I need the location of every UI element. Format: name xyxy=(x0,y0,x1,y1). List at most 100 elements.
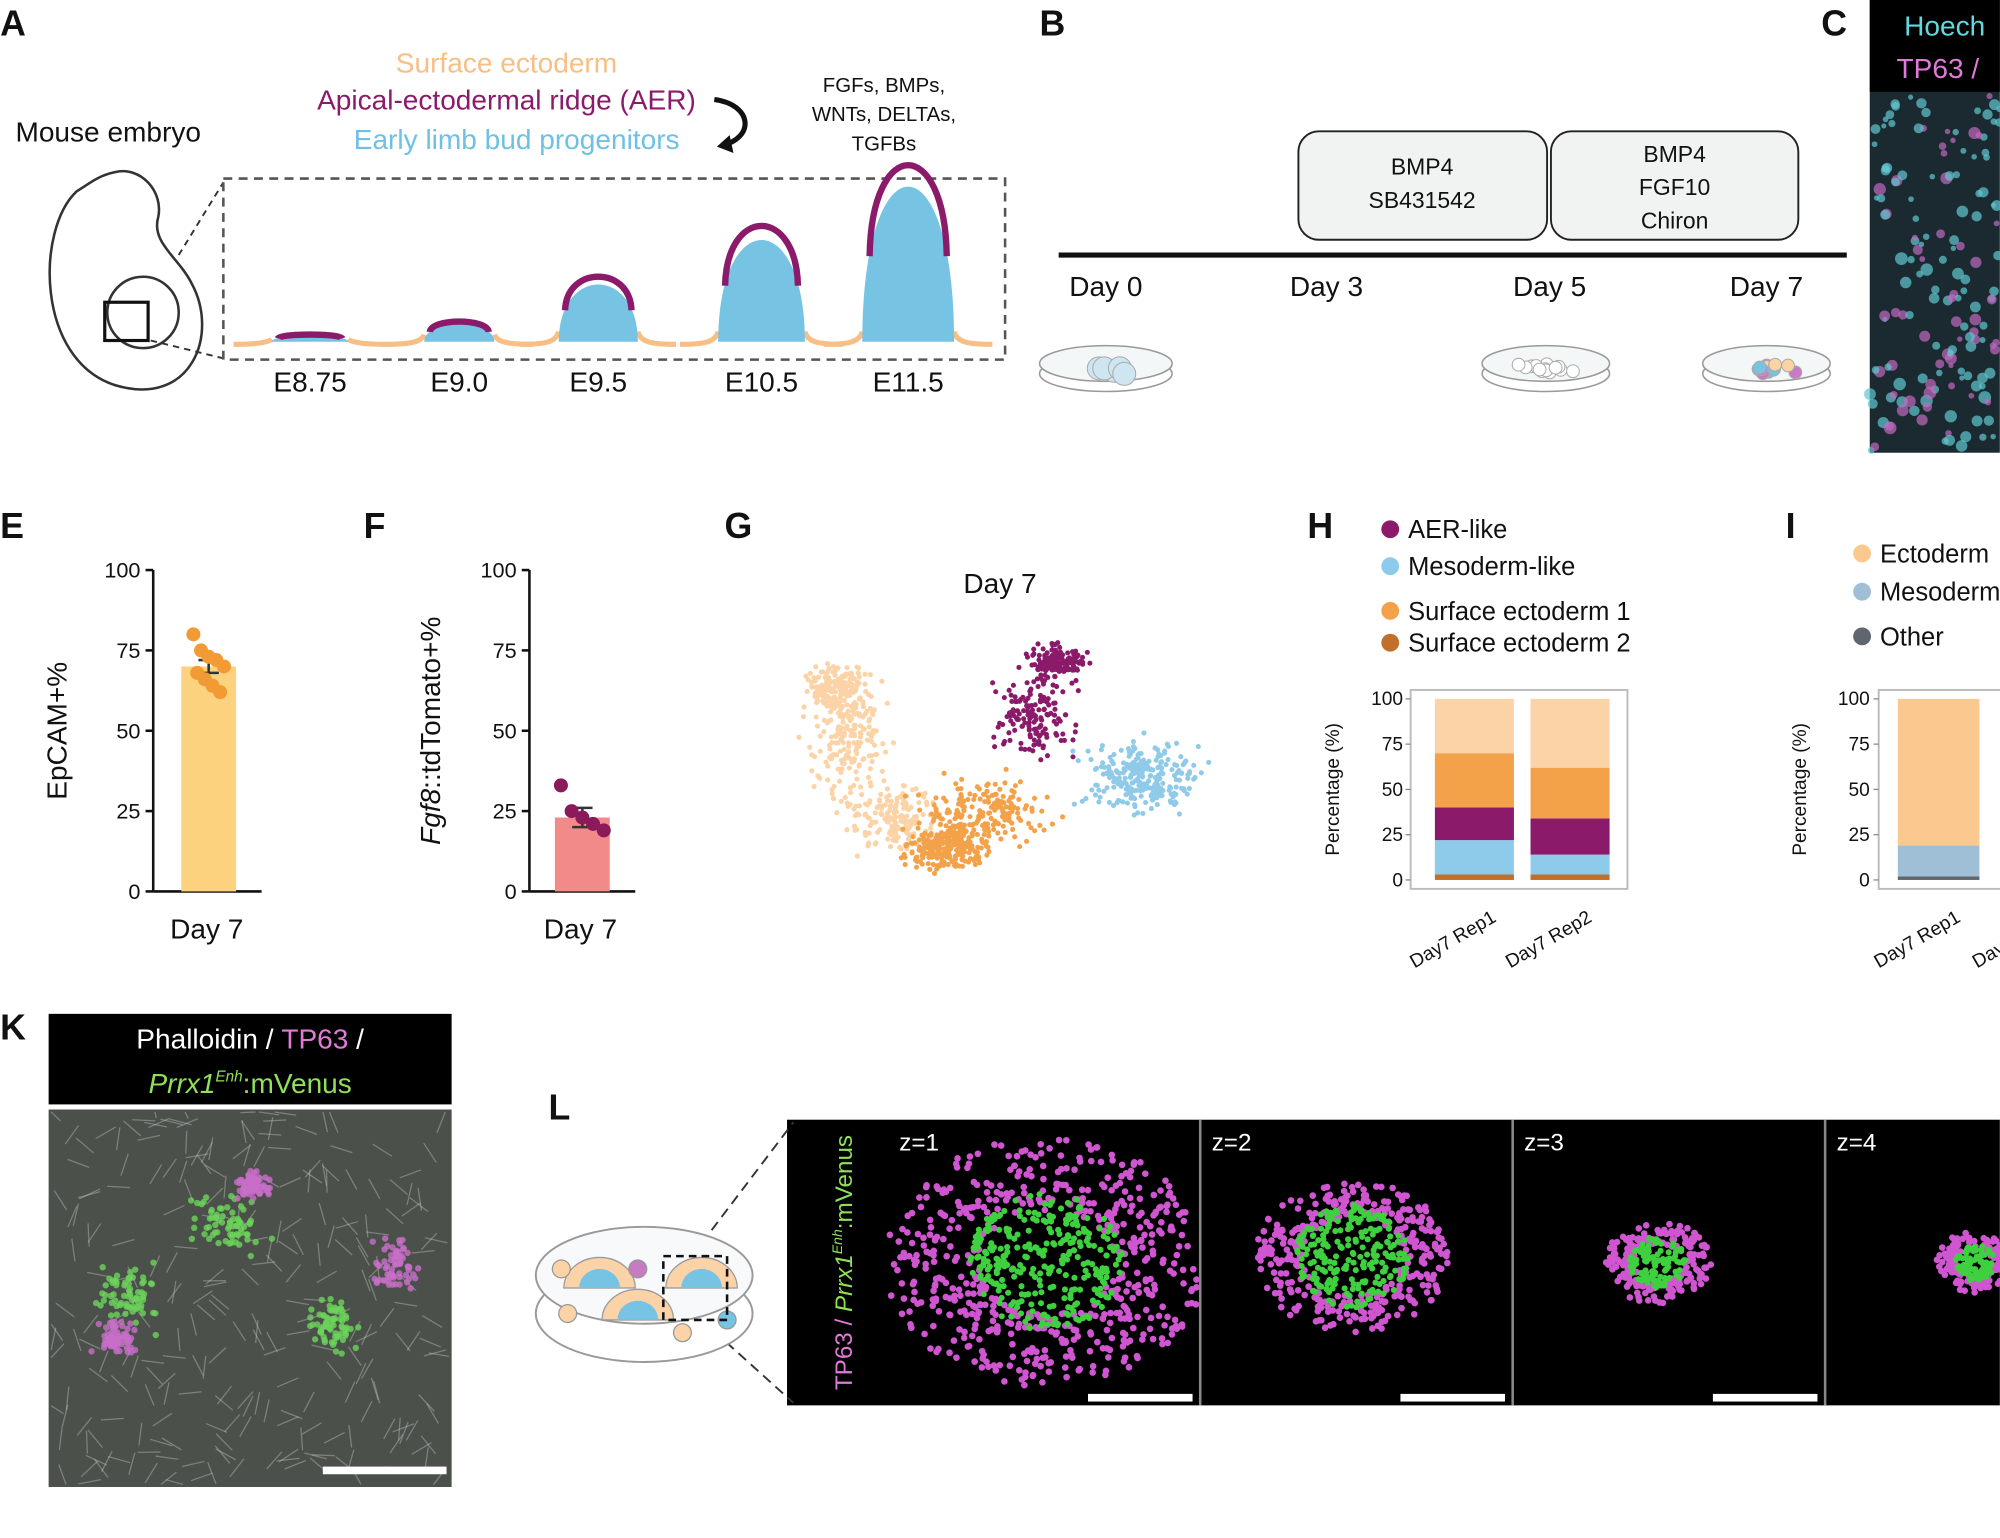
tp63-cell xyxy=(1092,1312,1099,1320)
zoom-line xyxy=(700,1121,795,1244)
umap-cell xyxy=(1050,642,1056,648)
phalloidin xyxy=(419,1337,442,1348)
mvenus-cell xyxy=(1386,1219,1393,1226)
embryo-label: Mouse embryo xyxy=(15,117,200,148)
y-tick-label: 50 xyxy=(116,718,140,743)
cell-signal xyxy=(1884,363,1892,371)
umap-cell xyxy=(807,744,813,750)
umap-cell xyxy=(1076,660,1082,666)
mvenus-cell xyxy=(1061,1295,1068,1302)
tp63-cell xyxy=(1039,1162,1047,1170)
umap-cell xyxy=(875,829,881,835)
umap-cell xyxy=(953,781,959,787)
umap-cell xyxy=(916,820,922,826)
phalloidin xyxy=(301,1422,322,1435)
mvenus-cell xyxy=(1962,1262,1969,1270)
phalloidin xyxy=(266,1451,283,1470)
tp63-cell xyxy=(1354,1181,1362,1189)
phalloidin xyxy=(76,1417,92,1436)
cell-signal xyxy=(333,1334,340,1341)
tp63-cell xyxy=(1421,1203,1429,1211)
mvenus-cell xyxy=(1989,1251,1996,1258)
umap-cell xyxy=(895,824,901,830)
tp63-cell xyxy=(1052,1186,1060,1193)
tp63-cell xyxy=(1023,1171,1030,1178)
umap-cell xyxy=(972,792,978,798)
tp63-cell xyxy=(1276,1227,1283,1234)
panel-label: B xyxy=(1040,4,1066,44)
mvenus-cell xyxy=(1358,1290,1365,1297)
cell xyxy=(1112,361,1137,386)
tp63-cell xyxy=(1040,1175,1047,1183)
tp63-cell xyxy=(986,1196,993,1203)
tp63-cell xyxy=(1037,1150,1045,1157)
mvenus-cell xyxy=(988,1217,995,1225)
umap-cell xyxy=(960,833,966,839)
mvenus-cell xyxy=(980,1291,987,1298)
mvenus-cell xyxy=(1343,1303,1350,1310)
tp63-cell xyxy=(1065,1186,1073,1194)
cell-signal xyxy=(229,1215,237,1223)
tp63-cell xyxy=(1368,1325,1376,1332)
bar-segment xyxy=(1897,845,1980,877)
mvenus-cell xyxy=(1357,1253,1364,1260)
cell-signal xyxy=(1898,310,1908,320)
umap-cell xyxy=(814,689,820,695)
umap-cell xyxy=(1100,760,1106,766)
phalloidin xyxy=(401,1202,421,1217)
cell xyxy=(1548,360,1563,375)
day-label: Day 3 xyxy=(1290,271,1363,302)
cell-signal xyxy=(1948,382,1956,390)
umap-cell xyxy=(894,795,900,802)
tp63-cell xyxy=(1087,1329,1094,1336)
tp63-cell xyxy=(913,1251,920,1259)
umap-cell xyxy=(941,862,947,868)
umap-cell xyxy=(1030,748,1036,754)
tp63-cell xyxy=(931,1236,939,1244)
umap-cell xyxy=(931,802,937,808)
umap-cell xyxy=(1152,774,1158,781)
tp63-cell xyxy=(899,1225,906,1233)
umap-cell xyxy=(905,826,911,832)
tp63-cell xyxy=(1062,1181,1070,1189)
tp63-cell xyxy=(1690,1261,1697,1268)
cell-signal xyxy=(111,1297,119,1304)
umap-cell xyxy=(1109,758,1115,764)
tp63-cell xyxy=(1165,1191,1173,1199)
mvenus-cell xyxy=(1067,1212,1074,1219)
umap-cell xyxy=(1132,802,1138,808)
umap-cell xyxy=(1150,787,1156,793)
umap-cell xyxy=(961,822,967,828)
cell-signal xyxy=(1911,234,1918,241)
umap-cell xyxy=(796,734,802,740)
mvenus-cell xyxy=(1071,1274,1078,1281)
phalloidin xyxy=(115,1127,121,1151)
tp63-cell xyxy=(1702,1264,1710,1272)
mvenus-cell xyxy=(982,1276,989,1283)
tp63-cell xyxy=(1047,1359,1055,1366)
tp63-cell xyxy=(960,1334,968,1342)
tp63-cell xyxy=(890,1261,898,1268)
umap-cell xyxy=(1061,737,1068,744)
umap-cell xyxy=(1058,653,1064,660)
umap-cell xyxy=(1010,682,1016,688)
tp63-cell xyxy=(1102,1367,1110,1375)
phalloidin xyxy=(355,1362,367,1385)
cell-signal xyxy=(1897,170,1908,181)
organoid-core xyxy=(617,1300,659,1320)
umap-cell xyxy=(1055,640,1061,646)
mvenus-cell xyxy=(1030,1215,1037,1222)
tp63-cell xyxy=(1707,1261,1715,1268)
mvenus-cell xyxy=(1645,1245,1652,1252)
umap-cell xyxy=(977,796,983,802)
mvenus-cell xyxy=(1085,1314,1093,1321)
tp63-cell xyxy=(1411,1299,1419,1307)
cell-signal xyxy=(383,1262,391,1270)
umap-cell xyxy=(1044,734,1050,740)
phalloidin xyxy=(87,1223,90,1247)
cell-signal xyxy=(386,1270,393,1278)
tp63-cell xyxy=(1703,1243,1710,1251)
mvenus-cell xyxy=(1011,1273,1018,1280)
cell-signal xyxy=(250,1173,257,1180)
tp63-cell xyxy=(1157,1203,1164,1211)
